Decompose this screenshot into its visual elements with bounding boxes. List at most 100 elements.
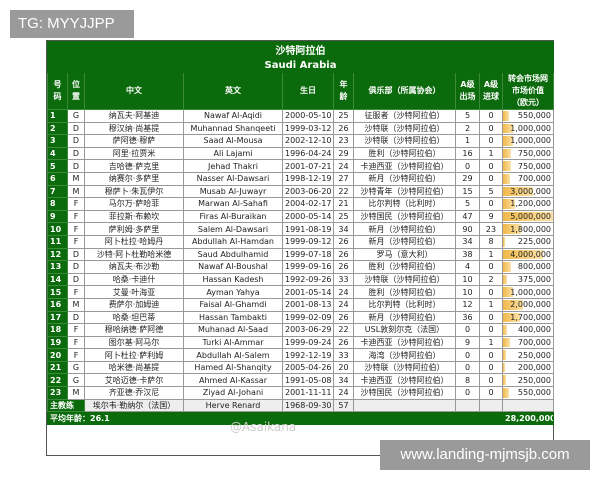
caps: 10	[455, 285, 480, 299]
club: 沙特联（沙特阿拉伯）	[353, 134, 456, 148]
value-text: 250,000	[517, 350, 551, 360]
header-6: 俱乐部（所属协会）	[353, 72, 456, 110]
position: G	[67, 360, 85, 375]
market-value: 1,200,000	[502, 197, 554, 211]
age: 34	[333, 222, 354, 236]
squad-table-frame: 沙特阿拉伯 Saudi Arabia 号码 位置 中文 英文 生日 年龄 俱乐部（所属协会）…	[46, 40, 554, 456]
value-bar	[503, 375, 506, 386]
market-value: 1,800,000	[502, 222, 554, 236]
goals: 0	[479, 386, 503, 400]
header-7: A级出场	[455, 72, 480, 110]
birthdate: 1999-09-16	[282, 260, 334, 274]
value-text: 4,000,000	[510, 249, 551, 259]
name-cn: 穆哈纳德·萨阿德	[84, 323, 184, 337]
club: 新月（沙特阿拉伯）	[353, 222, 456, 236]
club: 海湾（沙特阿拉伯）	[353, 348, 456, 362]
value-text: 2,000,000	[510, 300, 551, 310]
value-bar	[503, 211, 553, 222]
caps: 38	[455, 247, 480, 262]
club: 胜利（沙特阿拉伯）	[353, 146, 456, 161]
coach-age: 57	[333, 398, 354, 413]
birthdate: 1992-09-26	[282, 272, 334, 287]
name-cn: 费萨尔·加姆迪	[84, 297, 184, 312]
birthdate: 2001-11-11	[282, 386, 334, 400]
name-en: Jehad Thakri	[183, 159, 283, 173]
age: 23	[333, 134, 354, 148]
birthdate: 2001-07-21	[282, 159, 334, 173]
name-en: Nasser Al-Dawsari	[183, 171, 283, 186]
name-cn: 马尔万·萨哈菲	[84, 197, 184, 211]
name-cn: 哈桑·卡迪什	[84, 272, 184, 287]
club: 新月（沙特阿拉伯）	[353, 171, 456, 186]
caps: 4	[455, 260, 480, 274]
market-value: 1,700,000	[502, 310, 554, 325]
player-row: 2 D 穆汉纳·尚基提 Muhannad Shanqeeti 1999-03-12 26 沙…	[47, 121, 554, 136]
goals: 0	[479, 197, 503, 211]
market-value: 750,000	[502, 146, 554, 161]
birthdate: 1996-04-24	[282, 146, 334, 161]
number: 11	[47, 234, 68, 249]
market-value: 3,000,000	[502, 184, 554, 199]
age: 24	[333, 159, 354, 173]
number: 6	[47, 171, 68, 186]
position: F	[67, 348, 85, 362]
name-en: Marwan Al-Sahafi	[183, 197, 283, 211]
birthdate: 2005-04-26	[282, 360, 334, 375]
player-row: 18 F 穆哈纳德·萨阿德 Muhanad Al-Saad 2003-06-29 22 US…	[47, 323, 554, 337]
name-cn: 哈桑·坦巴蒂	[84, 310, 184, 325]
value-bar	[503, 262, 511, 272]
goals: 5	[479, 184, 503, 199]
title-en: Saudi Arabia	[47, 57, 554, 73]
goals: 0	[479, 171, 503, 186]
birthdate: 1991-08-19	[282, 222, 334, 236]
value-bar	[503, 161, 511, 171]
age: 24	[333, 285, 354, 299]
position: F	[67, 222, 85, 236]
title-cn: 沙特阿拉伯	[47, 41, 554, 58]
value-text: 750,000	[517, 161, 551, 171]
name-cn: 纳瓦夫·阿基迪	[84, 109, 184, 123]
caps: 0	[455, 159, 480, 173]
value-text: 1,000,000	[510, 287, 551, 297]
birthdate: 1992-12-19	[282, 348, 334, 362]
caps: 9	[455, 335, 480, 350]
goals: 0	[479, 121, 503, 136]
watermark-bottom: www.landing-mjmsjb.com	[380, 440, 590, 470]
caps: 5	[455, 109, 480, 123]
goals: 0	[479, 373, 503, 388]
header-2: 中文	[84, 72, 184, 110]
position: M	[67, 297, 85, 312]
number: 10	[47, 222, 68, 236]
club: 沙特国民（沙特阿拉伯）	[353, 386, 456, 400]
market-value: 200,000	[502, 360, 554, 375]
caps: 15	[455, 184, 480, 199]
name-en: Hassan Kadesh	[183, 272, 283, 287]
age: 27	[333, 171, 354, 186]
caps: 12	[455, 297, 480, 312]
birthdate: 2003-06-29	[282, 323, 334, 337]
club: 比尔判特（比利时）	[353, 297, 456, 312]
name-cn: 穆汉纳·尚基提	[84, 121, 184, 136]
value-text: 200,000	[517, 363, 551, 373]
market-value: 550,000	[502, 109, 554, 123]
age: 26	[333, 234, 354, 249]
caps: 0	[455, 360, 480, 375]
caps: 47	[455, 209, 480, 224]
caps: 0	[455, 348, 480, 362]
number: 8	[47, 197, 68, 211]
number: 20	[47, 348, 68, 362]
value-bar	[503, 123, 513, 134]
club: 新月（沙特阿拉伯）	[353, 234, 456, 249]
goals: 23	[479, 222, 503, 236]
age: 25	[333, 109, 354, 123]
number: 7	[47, 184, 68, 199]
position: D	[67, 247, 85, 262]
market-value: 250,000	[502, 348, 554, 362]
position: M	[67, 386, 85, 400]
name-en: Muhannad Shanqeeti	[183, 121, 283, 136]
value-text: 800,000	[517, 262, 551, 272]
number: 5	[47, 159, 68, 173]
position: D	[67, 159, 85, 173]
age: 33	[333, 272, 354, 287]
value-bar	[503, 199, 515, 209]
